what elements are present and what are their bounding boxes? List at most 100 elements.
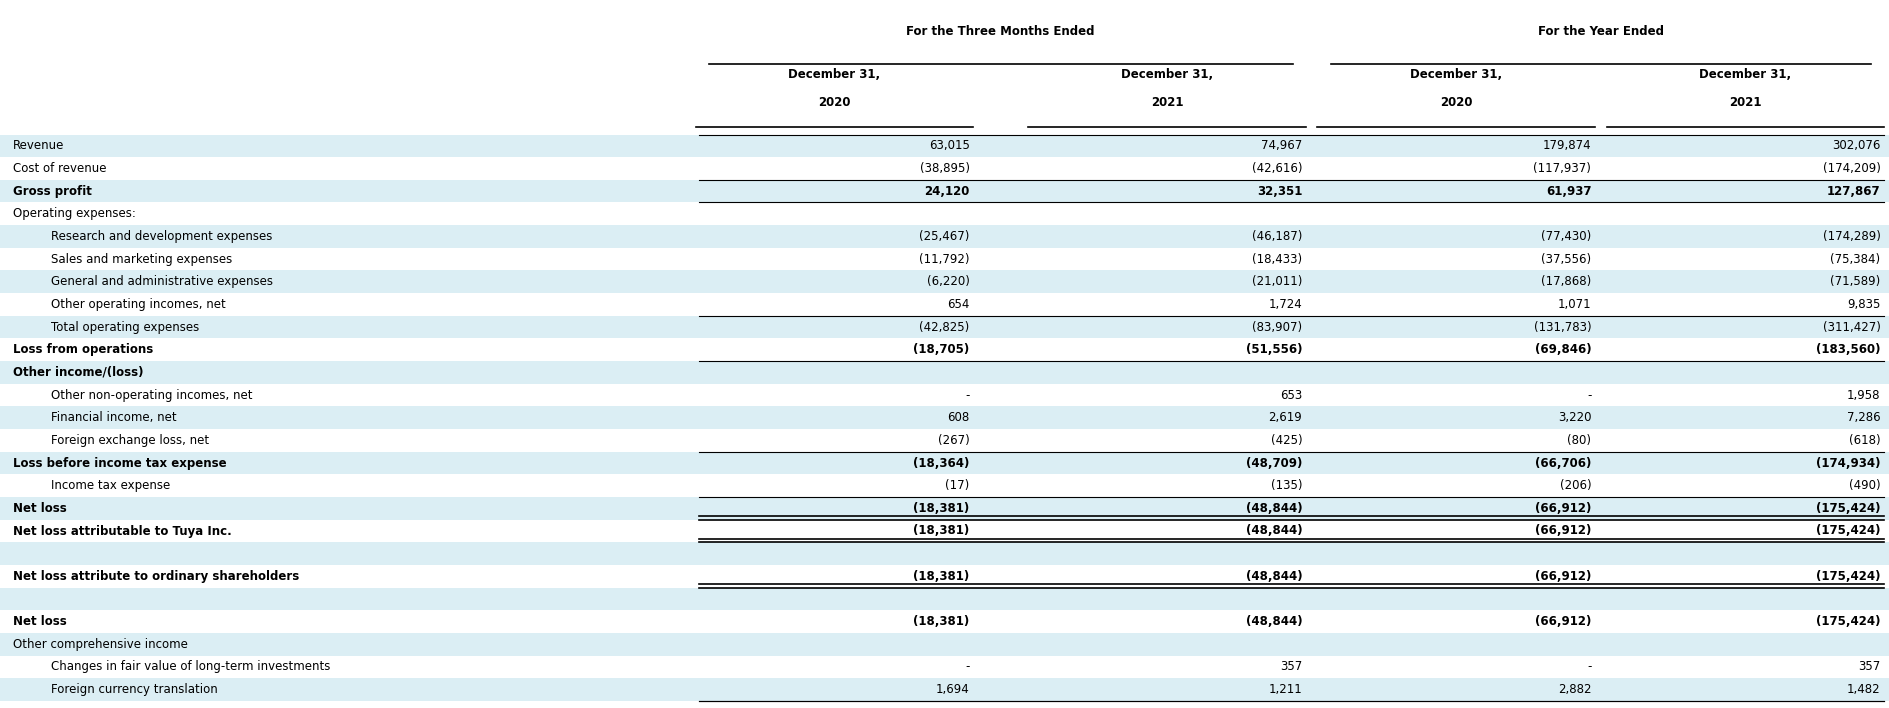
Text: (71,589): (71,589) [1829, 275, 1880, 288]
Text: Other comprehensive income: Other comprehensive income [13, 638, 189, 651]
Text: 2,882: 2,882 [1557, 683, 1591, 696]
Text: December 31,: December 31, [788, 68, 880, 81]
Bar [0, 565, 1889, 588]
Text: Operating expenses:: Operating expenses: [13, 207, 136, 220]
Text: Cost of revenue: Cost of revenue [13, 162, 106, 175]
Text: Research and development expenses: Research and development expenses [51, 230, 272, 243]
Text: (75,384): (75,384) [1829, 253, 1880, 266]
Bar [0, 361, 1889, 384]
Bar [0, 406, 1889, 429]
Text: (66,912): (66,912) [1534, 615, 1591, 628]
Bar [0, 225, 1889, 248]
Bar [0, 452, 1889, 474]
Text: 7,286: 7,286 [1846, 411, 1880, 424]
Text: December 31,: December 31, [1409, 68, 1502, 81]
Text: 1,071: 1,071 [1557, 298, 1591, 311]
Text: (42,616): (42,616) [1251, 162, 1302, 175]
Text: (174,289): (174,289) [1821, 230, 1880, 243]
Text: (183,560): (183,560) [1815, 343, 1880, 356]
Text: 32,351: 32,351 [1256, 185, 1302, 198]
Text: 9,835: 9,835 [1846, 298, 1880, 311]
Text: -: - [1587, 661, 1591, 673]
Text: (42,825): (42,825) [918, 321, 969, 333]
Text: (6,220): (6,220) [926, 275, 969, 288]
Text: (18,381): (18,381) [912, 525, 969, 537]
Text: (18,364): (18,364) [912, 457, 969, 469]
Text: (21,011): (21,011) [1251, 275, 1302, 288]
Text: Loss before income tax expense: Loss before income tax expense [13, 457, 227, 469]
Text: 654: 654 [946, 298, 969, 311]
Text: Net loss attribute to ordinary shareholders: Net loss attribute to ordinary sharehold… [13, 570, 298, 583]
Text: For the Year Ended: For the Year Ended [1538, 25, 1662, 38]
Text: (490): (490) [1847, 479, 1880, 492]
Text: (48,709): (48,709) [1245, 457, 1302, 469]
Text: Changes in fair value of long-term investments: Changes in fair value of long-term inves… [51, 661, 331, 673]
Text: (48,844): (48,844) [1245, 525, 1302, 537]
Bar [0, 497, 1889, 520]
Bar [0, 588, 1889, 610]
Text: (11,792): (11,792) [918, 253, 969, 266]
Text: Income tax expense: Income tax expense [51, 479, 170, 492]
Text: (117,937): (117,937) [1532, 162, 1591, 175]
Text: 2020: 2020 [818, 96, 850, 109]
Text: (174,209): (174,209) [1821, 162, 1880, 175]
Text: (25,467): (25,467) [918, 230, 969, 243]
Bar [0, 180, 1889, 202]
Bar [0, 248, 1889, 270]
Bar [0, 610, 1889, 633]
Text: (17): (17) [944, 479, 969, 492]
Text: 179,874: 179,874 [1541, 139, 1591, 152]
Text: Foreign currency translation: Foreign currency translation [51, 683, 217, 696]
Text: (206): (206) [1558, 479, 1591, 492]
Text: 61,937: 61,937 [1545, 185, 1591, 198]
Bar [0, 270, 1889, 293]
Text: -: - [965, 661, 969, 673]
Text: 1,694: 1,694 [935, 683, 969, 696]
Text: Gross profit: Gross profit [13, 185, 93, 198]
Bar [0, 474, 1889, 497]
Text: General and administrative expenses: General and administrative expenses [51, 275, 272, 288]
Text: (131,783): (131,783) [1532, 321, 1591, 333]
Text: -: - [1587, 389, 1591, 401]
Text: Net loss: Net loss [13, 615, 66, 628]
Text: 1,211: 1,211 [1268, 683, 1302, 696]
Bar [0, 429, 1889, 452]
Bar [0, 384, 1889, 406]
Text: (175,424): (175,424) [1815, 525, 1880, 537]
Text: 1,958: 1,958 [1846, 389, 1880, 401]
Text: December 31,: December 31, [1698, 68, 1791, 81]
Text: Revenue: Revenue [13, 139, 64, 152]
Text: (18,381): (18,381) [912, 570, 969, 583]
Text: (135): (135) [1269, 479, 1302, 492]
Text: (66,912): (66,912) [1534, 525, 1591, 537]
Bar [0, 293, 1889, 316]
Text: 63,015: 63,015 [927, 139, 969, 152]
Text: (69,846): (69,846) [1534, 343, 1591, 356]
Text: (618): (618) [1847, 434, 1880, 447]
Text: (37,556): (37,556) [1540, 253, 1591, 266]
Text: 302,076: 302,076 [1830, 139, 1880, 152]
Text: (48,844): (48,844) [1245, 502, 1302, 515]
Text: 3,220: 3,220 [1557, 411, 1591, 424]
Text: Financial income, net: Financial income, net [51, 411, 176, 424]
Text: 24,120: 24,120 [924, 185, 969, 198]
Text: (311,427): (311,427) [1821, 321, 1880, 333]
Text: (48,844): (48,844) [1245, 615, 1302, 628]
Text: December 31,: December 31, [1120, 68, 1213, 81]
Bar [0, 338, 1889, 361]
Text: Foreign exchange loss, net: Foreign exchange loss, net [51, 434, 210, 447]
Text: 2,619: 2,619 [1268, 411, 1302, 424]
Text: (17,868): (17,868) [1540, 275, 1591, 288]
Text: (175,424): (175,424) [1815, 615, 1880, 628]
Text: (425): (425) [1269, 434, 1302, 447]
Text: 2020: 2020 [1439, 96, 1472, 109]
Bar [0, 316, 1889, 338]
Text: Net loss attributable to Tuya Inc.: Net loss attributable to Tuya Inc. [13, 525, 232, 537]
Text: 74,967: 74,967 [1260, 139, 1302, 152]
Text: (46,187): (46,187) [1251, 230, 1302, 243]
Bar [0, 656, 1889, 678]
Text: Other non-operating incomes, net: Other non-operating incomes, net [51, 389, 253, 401]
Text: Net loss: Net loss [13, 502, 66, 515]
Text: (174,934): (174,934) [1815, 457, 1880, 469]
Bar [0, 202, 1889, 225]
